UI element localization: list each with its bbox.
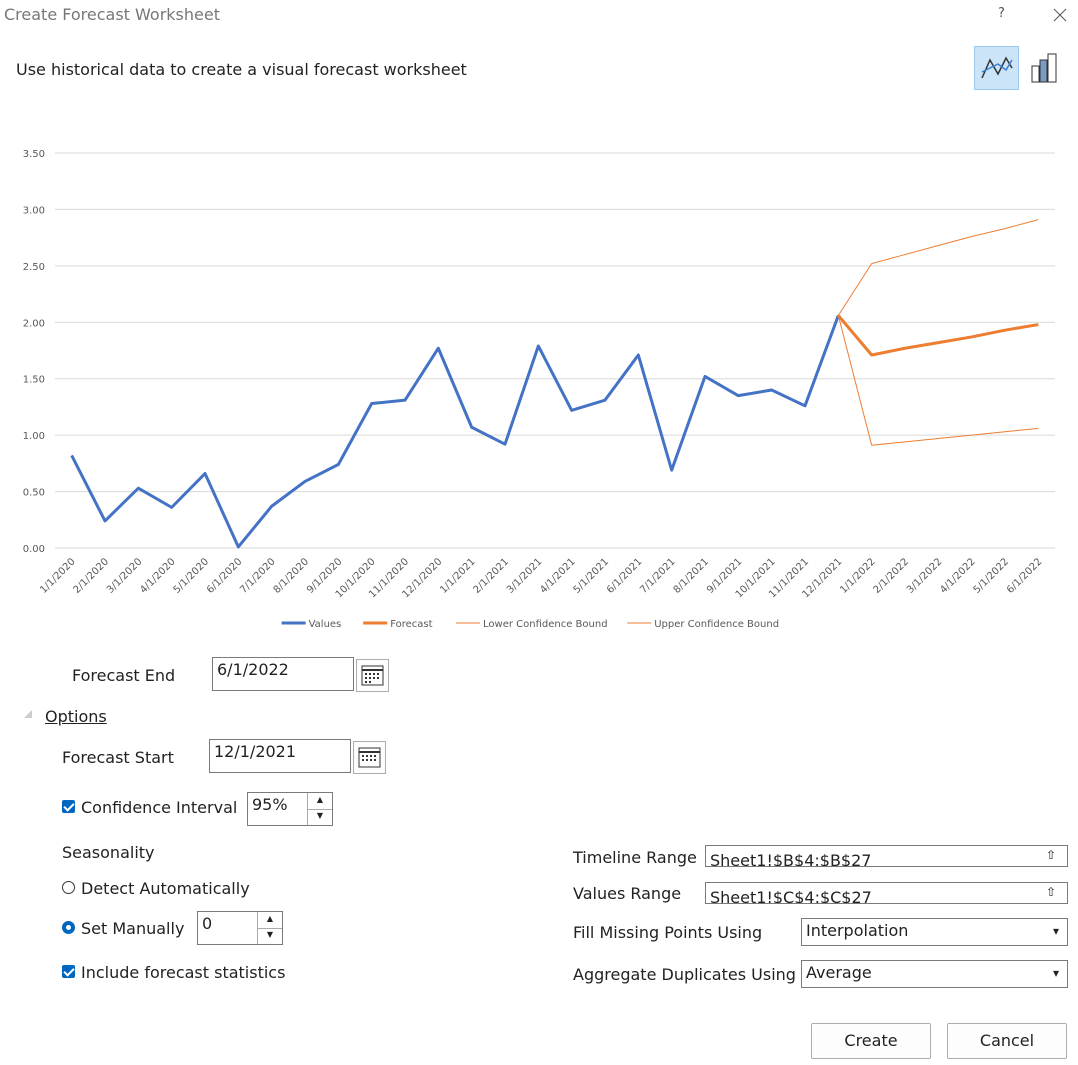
- aggregate-select[interactable]: Average: [801, 960, 1068, 988]
- stats-checkbox[interactable]: [62, 965, 75, 978]
- cancel-button[interactable]: Cancel: [947, 1023, 1067, 1059]
- manual-radio[interactable]: [62, 921, 75, 934]
- x-tick-label: 8/1/2021: [672, 556, 712, 596]
- series-line: [837, 314, 1039, 357]
- confidence-label: Confidence Interval: [81, 798, 238, 817]
- forecast-start-input[interactable]: 12/1/2021: [209, 739, 351, 773]
- x-tick-label: 2/1/2022: [872, 556, 912, 596]
- dropdown-arrow[interactable]: ▾: [1053, 966, 1060, 980]
- dropdown-arrow[interactable]: ▾: [1053, 924, 1060, 938]
- y-tick-label: 3.50: [23, 149, 45, 160]
- subtitle: Use historical data to create a visual f…: [16, 60, 467, 79]
- seasonality-label: Seasonality: [62, 843, 155, 862]
- x-tick-label: 6/1/2022: [1005, 556, 1045, 596]
- spin-down[interactable]: ▼: [257, 928, 282, 944]
- x-tick-label: 3/1/2022: [905, 556, 945, 596]
- x-tick-label: 4/1/2020: [138, 556, 178, 596]
- x-tick-label: 4/1/2021: [538, 556, 578, 596]
- help-button[interactable]: ?: [998, 6, 1005, 21]
- stats-label: Include forecast statistics: [81, 963, 286, 982]
- x-tick-label: 3/1/2020: [105, 556, 145, 596]
- confidence-input[interactable]: 95% ▲ ▼: [247, 792, 333, 826]
- legend-label: Values: [309, 619, 342, 630]
- x-tick-label: 3/1/2021: [505, 556, 545, 596]
- y-tick-label: 0.50: [23, 488, 45, 499]
- values-range-input[interactable]: Sheet1!$C$4:$C$27: [705, 882, 1068, 904]
- detect-radio[interactable]: [62, 881, 75, 894]
- seasonality-value: 0: [202, 914, 213, 933]
- x-tick-label: 2/1/2021: [472, 556, 512, 596]
- range-picker[interactable]: ⇧: [1046, 885, 1057, 899]
- legend-label: Upper Confidence Bound: [654, 619, 779, 630]
- series-line: [837, 219, 1039, 316]
- spin-up[interactable]: ▲: [307, 793, 332, 810]
- fill-missing-select[interactable]: Interpolation: [801, 918, 1068, 946]
- x-tick-label: 6/1/2020: [205, 556, 245, 596]
- x-tick-label: 7/1/2021: [638, 556, 678, 596]
- create-button[interactable]: Create: [811, 1023, 931, 1059]
- x-tick-label: 1/1/2022: [838, 556, 878, 596]
- x-tick-label: 4/1/2022: [938, 556, 978, 596]
- legend-label: Forecast: [390, 619, 432, 630]
- y-tick-label: 2.00: [23, 318, 45, 329]
- forecast-end-input[interactable]: 6/1/2022: [212, 657, 354, 691]
- forecast-end-label: Forecast End: [72, 666, 176, 685]
- spin-down[interactable]: ▼: [307, 809, 332, 825]
- x-tick-label: 7/1/2020: [238, 556, 278, 596]
- x-tick-label: 5/1/2022: [972, 556, 1012, 596]
- seasonality-input[interactable]: 0 ▲ ▼: [197, 911, 283, 945]
- x-tick-label: 1/1/2021: [438, 556, 478, 596]
- chart: 0.00 0.50 1.00 1.50 2.00 2.50 3.00 3.50 1/1/2020…: [23, 149, 1055, 630]
- column-chart-toggle[interactable]: [1030, 52, 1060, 84]
- forecast-start-label: Forecast Start: [62, 748, 174, 767]
- values-range-label: Values Range: [573, 884, 682, 903]
- fill-missing-label: Fill Missing Points Using: [573, 923, 763, 942]
- x-tick-label: 6/1/2021: [605, 556, 645, 596]
- y-tick-label: 1.50: [23, 375, 45, 386]
- y-tick-label: 0.00: [23, 544, 45, 555]
- legend-label: Lower Confidence Bound: [483, 619, 608, 630]
- x-tick-label: 5/1/2020: [172, 556, 212, 596]
- line-chart-toggle[interactable]: [974, 46, 1019, 90]
- options-toggle[interactable]: Options: [45, 707, 107, 726]
- timeline-label: Timeline Range: [573, 848, 697, 867]
- series-line: [837, 315, 1039, 446]
- confidence-checkbox[interactable]: [62, 800, 75, 813]
- y-tick-label: 2.50: [23, 262, 45, 273]
- series-line: [70, 314, 840, 549]
- range-picker[interactable]: ⇧: [1046, 848, 1057, 862]
- detect-label: Detect Automatically: [81, 879, 250, 898]
- aggregate-label: Aggregate Duplicates Using: [573, 965, 796, 984]
- x-tick-label: 5/1/2021: [572, 556, 612, 596]
- manual-label: Set Manually: [81, 919, 185, 938]
- close-button[interactable]: [1053, 8, 1067, 22]
- calendar-button[interactable]: [356, 659, 389, 692]
- y-tick-label: 1.00: [23, 431, 45, 442]
- options-expander[interactable]: [22, 708, 34, 720]
- dialog-title: Create Forecast Worksheet: [4, 5, 220, 24]
- calendar-button[interactable]: [353, 741, 386, 774]
- y-tick-label: 3.00: [23, 205, 45, 216]
- x-tick-label: 8/1/2020: [272, 556, 312, 596]
- spin-up[interactable]: ▲: [257, 912, 282, 929]
- x-tick-label: 1/1/2020: [38, 556, 78, 596]
- timeline-input[interactable]: Sheet1!$B$4:$B$27: [705, 845, 1068, 867]
- x-tick-label: 2/1/2020: [72, 556, 112, 596]
- confidence-value: 95%: [252, 795, 288, 814]
